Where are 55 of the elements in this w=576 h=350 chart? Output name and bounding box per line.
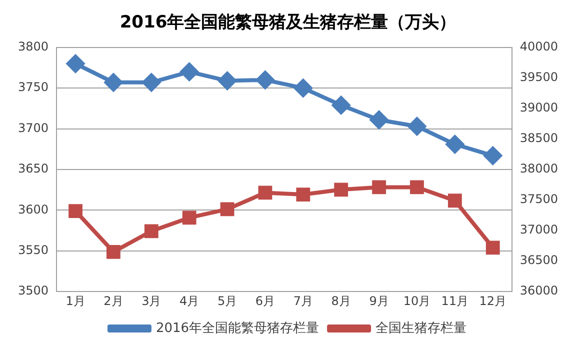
y2-tick-label: 37500: [520, 192, 558, 206]
point: [446, 135, 464, 154]
x-tick-label: 11月: [441, 294, 469, 308]
point: [256, 70, 274, 89]
y-tick-label: 3700: [18, 120, 49, 135]
x-tick-label: 3月: [142, 294, 162, 308]
point: [294, 79, 312, 98]
legend-label: 2016年全国能繁母猪存栏量: [156, 320, 320, 336]
y-tick-label: 3650: [18, 162, 49, 176]
x-tick-label: 6月: [255, 294, 276, 308]
x-tick-label: 12月: [479, 294, 506, 308]
chart-title: 2016年全国能繁母猪及生猪存栏量（万头）: [120, 12, 456, 33]
x-tick-label: 8月: [331, 294, 351, 308]
point: [106, 244, 120, 259]
point: [220, 202, 234, 216]
y2-tick-label: 36000: [520, 284, 558, 298]
point: [370, 110, 388, 129]
point: [144, 224, 158, 238]
point: [448, 194, 462, 208]
point: [218, 72, 236, 90]
point: [410, 180, 424, 194]
point: [66, 54, 85, 73]
point: [334, 182, 348, 197]
point: [182, 210, 196, 225]
point: [180, 62, 198, 81]
x-tick-label: 5月: [217, 294, 238, 308]
y2-tick-label: 39000: [520, 100, 558, 115]
point: [142, 73, 160, 92]
y2-tick-label: 36500: [520, 253, 558, 268]
y2-tick-label: 37000: [520, 222, 558, 237]
y-tick-label: 3500: [18, 284, 49, 298]
x-tick-label: 9月: [369, 294, 389, 308]
x-tick-label: 10月: [403, 294, 431, 308]
y-tick-label: 3800: [18, 40, 49, 54]
point: [296, 188, 310, 202]
point: [408, 117, 426, 136]
y-tick-label: 3600: [18, 202, 49, 216]
point: [484, 146, 502, 165]
point: [332, 96, 350, 114]
x-tick-label: 1月: [66, 294, 86, 308]
y2-tick-label: 40000: [520, 40, 558, 54]
point: [68, 204, 82, 218]
y-tick-label: 3550: [18, 243, 49, 258]
legend-label: 全国生猪存栏量: [376, 320, 467, 336]
x-tick-label: 7月: [293, 294, 313, 308]
point: [258, 186, 272, 200]
x-tick-label: 2月: [104, 294, 124, 308]
point: [372, 180, 386, 194]
y2-tick-label: 38500: [520, 131, 558, 146]
x-tick-label: 4月: [180, 294, 200, 308]
y-tick-label: 3750: [18, 80, 49, 94]
point: [486, 240, 500, 255]
y2-tick-label: 38000: [520, 162, 558, 176]
y2-tick-label: 39500: [520, 70, 558, 84]
point: [104, 73, 122, 92]
